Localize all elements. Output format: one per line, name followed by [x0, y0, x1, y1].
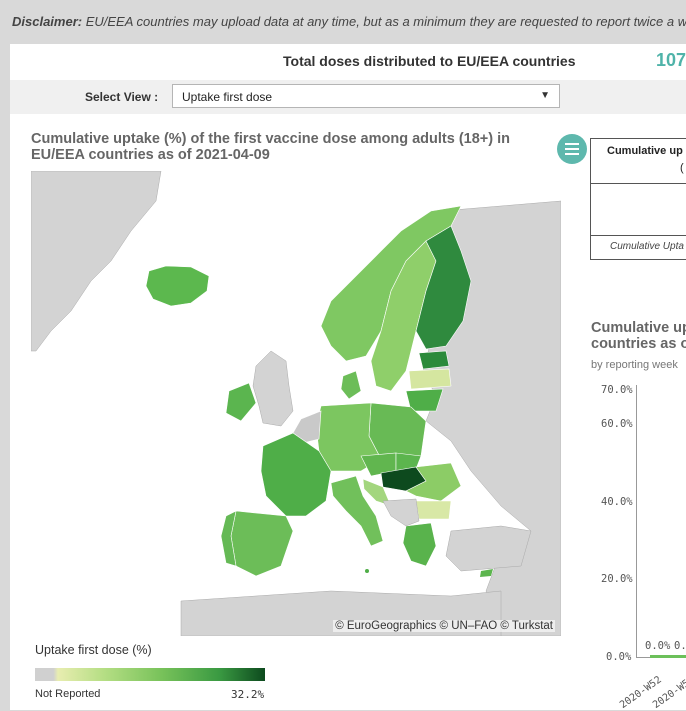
map-title: Cumulative uptake (%) of the first vacci…	[31, 131, 511, 163]
uptake-table-header: Cumulative up	[607, 145, 683, 157]
trend-chart-title-line2: countries as o	[591, 336, 686, 352]
portugal-region	[220, 510, 237, 567]
disclaimer-label: Disclaimer:	[12, 14, 83, 29]
y-tick-0: 0.0%	[606, 651, 632, 663]
uptake-table	[590, 138, 686, 260]
hamburger-menu-button[interactable]	[557, 134, 587, 164]
map-credit: © EuroGeographics © UN–FAO © Turkstat	[333, 620, 555, 632]
europe-uptake-map[interactable]: © EuroGeographics © UN–FAO © Turkstat	[31, 171, 561, 636]
total-doses-value: 107	[656, 50, 686, 70]
menu-icon-bar-top	[565, 143, 579, 145]
balkans-non-eu-region	[382, 498, 420, 527]
benelux-region	[292, 410, 322, 444]
estonia-region	[418, 350, 450, 370]
trend-chart-subtitle: by reporting week	[591, 359, 678, 371]
finland-region	[415, 225, 472, 350]
cyprus-region	[480, 569, 493, 577]
united-kingdom-region	[252, 350, 294, 427]
uptake-table-header-line2: (	[680, 162, 684, 174]
data-label: 0.0	[674, 640, 686, 652]
menu-icon-bar-middle	[565, 148, 579, 150]
y-tick-20: 20.0%	[601, 573, 633, 585]
europe-map-svg	[31, 171, 561, 636]
disclaimer-text: EU/EEA countries may upload data at any …	[82, 14, 686, 29]
data-label: 0.0%	[645, 640, 671, 652]
trend-chart-title-line1: Cumulative up	[591, 320, 686, 336]
ireland-region	[225, 382, 257, 422]
uptake-table-footer: Cumulative Upta	[610, 241, 684, 252]
trend-y-axis	[636, 385, 637, 657]
total-doses-label: Total doses distributed to EU/EEA countr…	[283, 53, 576, 69]
lithuania-region	[405, 388, 444, 412]
denmark-region	[340, 370, 362, 400]
chevron-down-icon: ▼	[540, 90, 550, 101]
malta-region	[365, 569, 369, 573]
trend-chart-title: Cumulative up countries as o	[591, 320, 686, 352]
croatia-region	[362, 478, 392, 507]
legend-min-label: Not Reported	[35, 688, 101, 700]
latvia-region	[408, 368, 452, 390]
y-tick-40: 40.0%	[601, 496, 633, 508]
disclaimer-banner: Disclaimer: EU/EEA countries may upload …	[0, 0, 686, 44]
iceland-region	[145, 265, 210, 307]
menu-icon-bar-bottom	[565, 153, 579, 155]
table-divider	[590, 235, 686, 236]
trend-series-line	[650, 655, 686, 658]
view-dropdown[interactable]: Uptake first dose ▼	[172, 84, 560, 108]
table-divider	[590, 183, 686, 184]
turkey-region	[445, 525, 532, 572]
italy-region	[330, 475, 384, 547]
y-tick-60: 60.0%	[601, 418, 633, 430]
legend-max-label: 32.2%	[231, 688, 265, 701]
select-view-label: Select View :	[85, 90, 159, 104]
legend-color-scale	[35, 668, 265, 681]
greece-region	[402, 522, 437, 567]
total-doses-bar	[10, 44, 686, 81]
y-tick-70: 70.0%	[601, 384, 633, 396]
france-region	[260, 432, 332, 517]
romania-region	[405, 462, 462, 502]
view-dropdown-value: Uptake first dose	[182, 90, 273, 104]
bulgaria-region	[415, 500, 452, 520]
greenland-region	[31, 171, 162, 352]
legend-title: Uptake first dose (%)	[35, 643, 152, 657]
